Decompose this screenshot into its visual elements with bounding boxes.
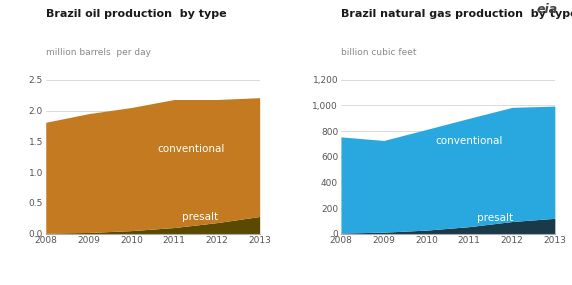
- Text: eia: eia: [537, 3, 558, 16]
- Text: Brazil natural gas production  by type: Brazil natural gas production by type: [341, 9, 572, 19]
- Text: presalt: presalt: [182, 212, 218, 222]
- Text: Brazil oil production  by type: Brazil oil production by type: [46, 9, 227, 19]
- Text: conventional: conventional: [436, 136, 503, 146]
- Text: conventional: conventional: [157, 144, 225, 154]
- Text: billion cubic feet: billion cubic feet: [341, 48, 416, 58]
- Text: presalt: presalt: [477, 213, 513, 223]
- Text: million barrels  per day: million barrels per day: [46, 48, 151, 58]
